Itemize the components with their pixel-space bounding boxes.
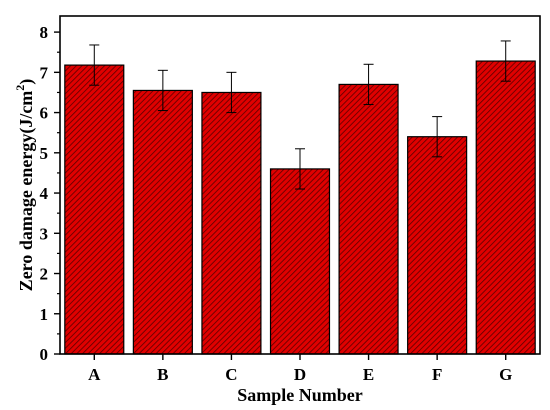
x-tick-label-D: D [294,365,306,384]
bar-E [338,83,399,355]
x-tick-label-C: C [225,365,237,384]
y-tick-label-4: 4 [40,184,49,203]
y-tick-label-7: 7 [40,63,49,82]
y-tick-label-8: 8 [40,23,49,42]
bar-B [132,89,193,355]
y-tick-label-0: 0 [40,345,49,364]
x-tick-label-A: A [88,365,101,384]
x-tick-label-E: E [363,365,374,384]
y-axis-title-close: ) [16,79,37,85]
y-tick-label-6: 6 [40,104,49,123]
bar-A [64,64,125,355]
y-axis: 0 1 2 3 4 5 6 7 8 [40,23,60,364]
x-axis-title: Sample Number [237,385,363,405]
y-tick-label-5: 5 [40,144,49,163]
y-tick-label-1: 1 [40,305,49,324]
y-tick-label-2: 2 [40,265,49,284]
bar-F [407,136,468,355]
bar-C [201,91,262,355]
bar-D [269,168,331,355]
x-axis: A B C D E F G [88,354,512,384]
error-bars-group [89,40,511,190]
x-tick-label-G: G [499,365,512,384]
x-tick-label-F: F [432,365,442,384]
y-tick-label-3: 3 [40,224,49,243]
bar-G [475,60,536,355]
y-axis-title-main: Zero damage energy(J/cm [16,91,37,292]
bars-group [64,60,536,355]
y-axis-title-superscript: 2 [13,85,27,91]
x-tick-label-B: B [157,365,168,384]
y-axis-title: Zero damage energy(J/cm2) [13,79,37,292]
